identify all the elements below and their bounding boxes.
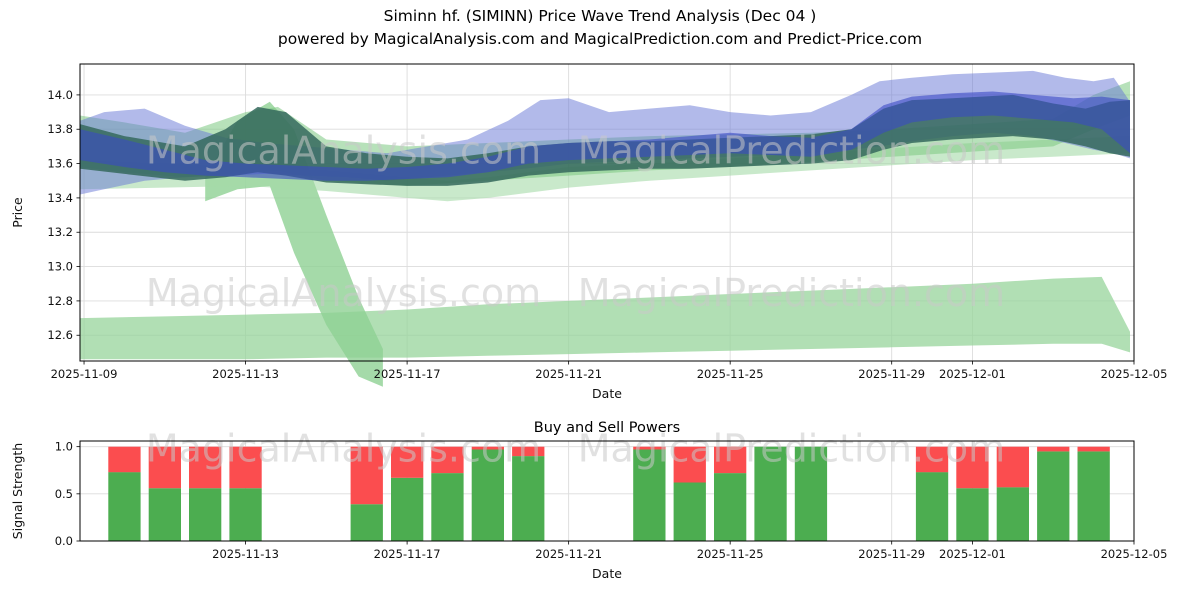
buy-bar xyxy=(229,488,262,541)
sell-bar xyxy=(915,446,949,473)
buy-bar xyxy=(996,487,1029,541)
tick-labels: 2025-11-13 2025-11-17 2025-11-21 2025-11-25… xyxy=(55,440,1168,561)
buy-bar xyxy=(108,472,141,541)
buy-bar xyxy=(148,488,181,541)
x-tick-label: 2025-12-01 xyxy=(939,547,1006,561)
sell-bar xyxy=(431,446,464,474)
y-tick-label: 13.6 xyxy=(47,157,73,171)
watermark-text: MagicalPrediction.com xyxy=(578,427,1006,471)
x-axis-label: Date xyxy=(592,386,622,401)
y-tick-label: 13.0 xyxy=(47,260,73,274)
y-tick-label: 1.0 xyxy=(55,440,73,454)
buy-bar xyxy=(350,504,383,541)
sell-bar xyxy=(189,446,222,489)
watermark-text: MagicalPrediction.com xyxy=(578,271,1006,315)
sell-bar xyxy=(391,446,424,478)
watermark-text: MagicalAnalysis.com xyxy=(146,427,541,471)
y-axis-label: Signal Strength xyxy=(10,443,25,539)
x-tick-label: 2025-12-05 xyxy=(1101,547,1168,561)
x-tick-label: 2025-11-13 xyxy=(212,547,279,561)
x-tick-label: 2025-11-09 xyxy=(51,367,118,381)
y-tick-label: 12.8 xyxy=(47,294,73,308)
sell-bar xyxy=(1077,446,1110,452)
sell-bar xyxy=(1037,446,1070,452)
sell-bar xyxy=(956,446,989,489)
buy-bar xyxy=(633,449,666,541)
sell-bar xyxy=(512,446,545,457)
sell-bar xyxy=(471,446,504,450)
buy-bar xyxy=(794,446,828,541)
x-tick-label: 2025-11-17 xyxy=(374,547,441,561)
y-axis-label: Price xyxy=(10,197,25,228)
sell-bar xyxy=(229,446,262,489)
teal-band xyxy=(80,94,1130,186)
bars xyxy=(108,446,1110,541)
buy-bar xyxy=(471,449,504,541)
y-tick-label: 14.0 xyxy=(47,88,73,102)
x-tick-label: 2025-12-01 xyxy=(939,367,1006,381)
buy-bar xyxy=(431,473,464,541)
sell-bar xyxy=(673,446,706,483)
buy-bar xyxy=(915,472,949,541)
sell-bar xyxy=(714,446,747,474)
x-tick-label: 2025-11-25 xyxy=(697,367,764,381)
sell-bar xyxy=(108,446,141,473)
x-axis-label: Date xyxy=(592,566,622,581)
x-tick-label: 2025-11-17 xyxy=(374,367,441,381)
sell-bar xyxy=(996,446,1029,488)
x-tick-label: 2025-11-21 xyxy=(535,367,602,381)
buy-bar xyxy=(754,446,787,541)
x-tick-label: 2025-11-21 xyxy=(535,547,602,561)
y-tick-label: 0.5 xyxy=(55,487,73,501)
tick-marks xyxy=(76,94,1135,365)
x-tick-label: 2025-12-05 xyxy=(1101,367,1168,381)
sell-bar xyxy=(350,446,383,505)
buy-bar xyxy=(1037,451,1070,541)
buy-bar xyxy=(1077,451,1110,541)
buy-bar xyxy=(714,473,747,541)
figure-title: Siminn hf. (SIMINN) Price Wave Trend Ana… xyxy=(383,7,817,25)
price-wave-plot: MagicalAnalysis.com MagicalPrediction.com… xyxy=(10,63,1167,401)
tick-marks xyxy=(76,446,1135,545)
sell-bar xyxy=(148,446,181,489)
watermark-text: MagicalAnalysis.com xyxy=(146,129,541,173)
y-tick-label: 13.4 xyxy=(47,191,73,205)
figure-subtitle: powered by MagicalAnalysis.com and Magic… xyxy=(277,30,923,48)
subchart-title: Buy and Sell Powers xyxy=(534,420,680,436)
buy-bar xyxy=(189,488,222,541)
sell-bar xyxy=(633,446,666,450)
x-tick-label: 2025-11-29 xyxy=(858,367,925,381)
buy-sell-powers-plot: MagicalAnalysis.com MagicalPrediction.com… xyxy=(10,420,1167,581)
tick-labels: 2025-11-09 2025-11-13 2025-11-17 2025-11-21… xyxy=(47,88,1167,381)
watermark-text: MagicalPrediction.com xyxy=(578,129,1006,173)
y-tick-label: 0.0 xyxy=(55,534,73,548)
x-tick-label: 2025-11-13 xyxy=(212,367,279,381)
buy-bar xyxy=(956,488,989,541)
y-tick-label: 13.2 xyxy=(47,225,73,239)
watermark-text: MagicalAnalysis.com xyxy=(146,271,541,315)
buy-bar xyxy=(673,482,706,541)
y-tick-label: 13.8 xyxy=(47,122,73,136)
buy-bar xyxy=(391,477,424,541)
plot-border xyxy=(79,63,1135,362)
buy-bar xyxy=(512,456,545,541)
x-tick-label: 2025-11-25 xyxy=(697,547,764,561)
blue-core-band xyxy=(80,91,1130,181)
y-tick-label: 12.6 xyxy=(47,328,73,342)
plot-border xyxy=(79,440,1135,542)
x-tick-label: 2025-11-29 xyxy=(858,547,925,561)
